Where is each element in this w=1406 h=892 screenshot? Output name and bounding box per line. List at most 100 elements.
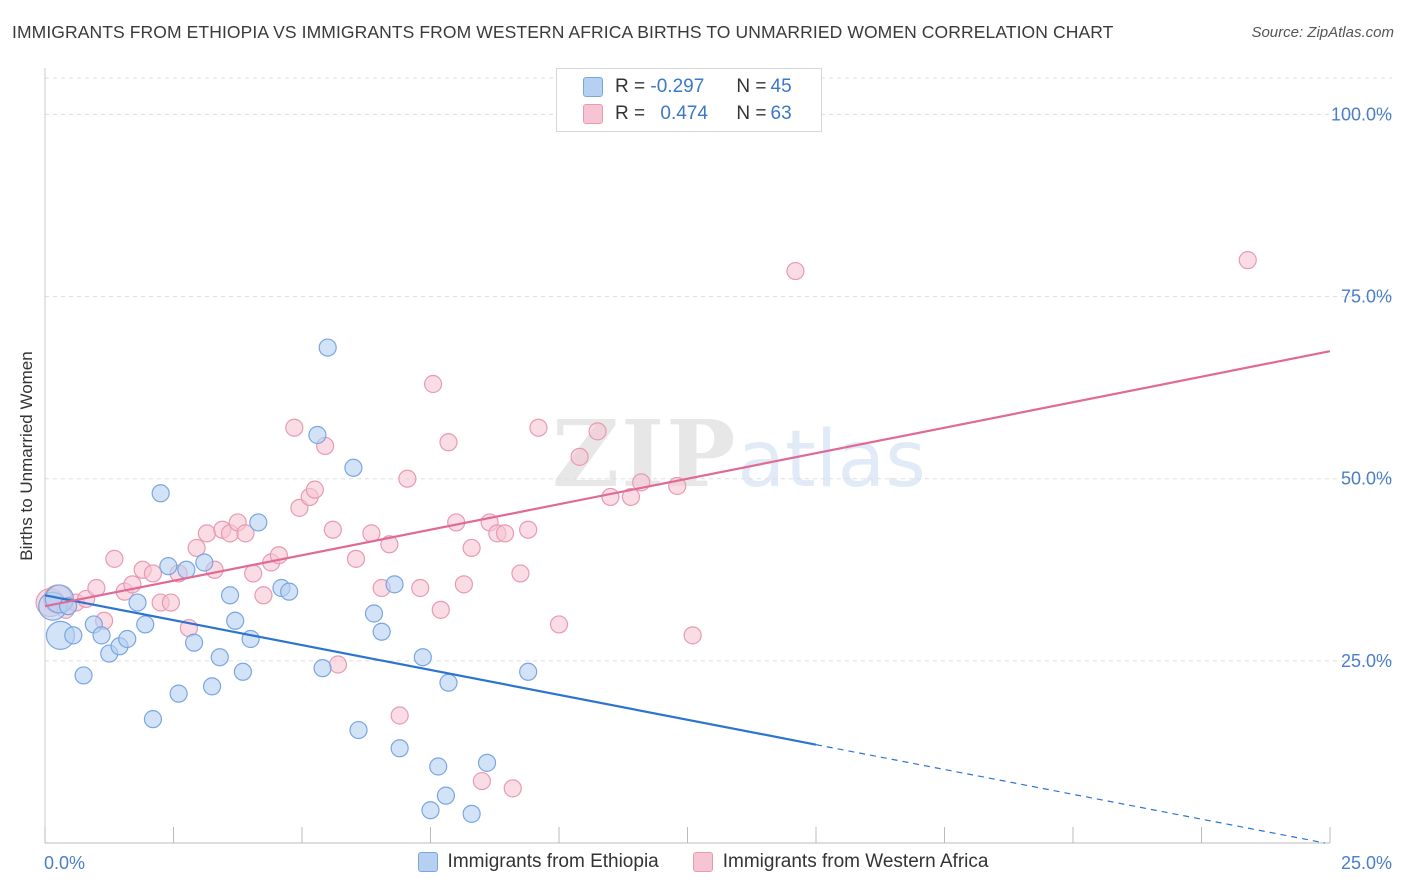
data-points	[35, 251, 1257, 823]
ethiopia-point	[64, 626, 83, 645]
western-africa-point	[390, 706, 409, 725]
western-africa-point	[380, 535, 399, 554]
western-africa-point	[495, 524, 515, 543]
ethiopia-point	[308, 425, 327, 445]
western-africa-point	[462, 538, 481, 558]
western-africa-point	[161, 593, 181, 612]
western-africa-point	[549, 615, 569, 634]
legend-r-value: 0.474	[660, 103, 708, 124]
western-africa-point	[503, 779, 522, 798]
y-tick-label: 100.0%	[1331, 104, 1392, 124]
legend-row-western-africa: R = 0.474 N = 63	[557, 101, 792, 127]
western-africa-point	[1238, 251, 1257, 270]
legend-swatch-western-africa	[583, 104, 603, 124]
western-africa-point	[328, 655, 348, 674]
ethiopia-trend-extension	[815, 744, 1325, 844]
western-africa-point	[305, 480, 324, 499]
western-africa-point	[105, 549, 124, 568]
western-africa-point	[621, 487, 641, 507]
western-africa-point	[472, 771, 491, 791]
x-tick-label-min: 0.0%	[44, 853, 85, 873]
y-tick-label: 50.0%	[1341, 469, 1392, 489]
ethiopia-point	[372, 622, 391, 641]
correlation-legend: R = -0.297 N = 45 R = 0.474 N = 63	[556, 68, 822, 132]
western-africa-point	[323, 520, 342, 539]
western-africa-point	[786, 261, 805, 281]
axes	[44, 68, 1331, 844]
legend-r-value: -0.297	[650, 76, 705, 97]
western-africa-point	[588, 422, 607, 441]
ethiopia-point	[177, 560, 196, 579]
western-africa-point	[570, 447, 589, 466]
ethiopia-point	[226, 611, 245, 630]
legend-r-label: R =	[615, 103, 646, 124]
ethiopia-point	[318, 338, 337, 357]
ethiopia-point	[118, 629, 137, 649]
ethiopia-point	[349, 720, 368, 740]
source-label: Source: ZipAtlas.com	[1251, 24, 1394, 41]
chart-title: IMMIGRANTS FROM ETHIOPIA VS IMMIGRANTS F…	[12, 22, 1114, 42]
western-africa-point	[511, 564, 530, 583]
y-tick-label: 25.0%	[1341, 651, 1392, 671]
legend-swatch-ethiopia	[583, 77, 603, 97]
ethiopia-point	[519, 662, 538, 681]
y-tick-label: 75.0%	[1341, 287, 1392, 307]
western-africa-trend-line	[44, 350, 1331, 608]
ethiopia-point	[128, 593, 147, 612]
ethiopia-point	[143, 710, 163, 729]
x-tick-label-max: 25.0%	[1341, 853, 1392, 873]
ethiopia-point	[136, 615, 155, 634]
ethiopia-point	[477, 753, 497, 772]
western-africa-point	[398, 469, 417, 488]
western-africa-point	[601, 487, 620, 507]
legend-n-value: 63	[770, 103, 792, 124]
ethiopia-point	[210, 648, 229, 667]
series-swatch-ethiopia	[417, 852, 438, 872]
western-africa-point	[346, 549, 366, 568]
legend-row-ethiopia: R = -0.297 N = 45	[557, 74, 792, 100]
ethiopia-point	[74, 666, 93, 685]
ethiopia-point	[195, 553, 214, 572]
ethiopia-point	[202, 677, 222, 696]
western-africa-point	[143, 564, 163, 583]
western-africa-point	[187, 538, 206, 558]
legend-r-label: R =	[615, 76, 646, 97]
western-africa-point	[254, 586, 273, 605]
western-africa-point	[683, 626, 702, 645]
western-africa-point	[236, 524, 255, 543]
ethiopia-point	[169, 684, 188, 703]
ethiopia-point	[413, 648, 432, 667]
series-legend-western-africa[interactable]: Immigrants from Western Africa	[692, 851, 989, 873]
ethiopia-point	[462, 804, 481, 823]
series-label-western-africa: Immigrants from Western Africa	[722, 851, 989, 872]
ethiopia-point	[233, 662, 252, 681]
series-legend-ethiopia[interactable]: Immigrants from Ethiopia	[417, 851, 659, 873]
western-africa-point	[285, 418, 304, 437]
series-legend: Immigrants from Ethiopia Immigrants from…	[0, 851, 1406, 873]
western-africa-point	[411, 578, 430, 598]
ethiopia-point	[421, 801, 440, 820]
western-africa-point	[529, 418, 548, 437]
western-africa-point	[519, 520, 538, 539]
western-africa-point	[431, 600, 450, 619]
ethiopia-point	[313, 659, 332, 678]
ethiopia-point	[92, 626, 111, 645]
y-axis-label: Births to Unmarried Women	[17, 351, 36, 560]
legend-n-label: N =	[736, 76, 767, 97]
ethiopia-point	[151, 484, 170, 503]
western-africa-point	[244, 564, 263, 583]
ethiopia-trend-line	[44, 594, 817, 746]
ethiopia-point	[344, 458, 363, 477]
ethiopia-point	[429, 757, 448, 776]
western-africa-point	[454, 575, 474, 594]
series-label-ethiopia: Immigrants from Ethiopia	[447, 851, 659, 872]
ethiopia-point	[249, 513, 268, 532]
ethiopia-point	[385, 575, 404, 594]
ethiopia-point	[280, 582, 299, 601]
western-africa-point	[423, 374, 443, 394]
legend-n-label: N =	[736, 103, 767, 124]
ethiopia-point	[390, 739, 409, 758]
series-swatch-western-africa	[692, 852, 713, 872]
ethiopia-point	[159, 557, 178, 576]
